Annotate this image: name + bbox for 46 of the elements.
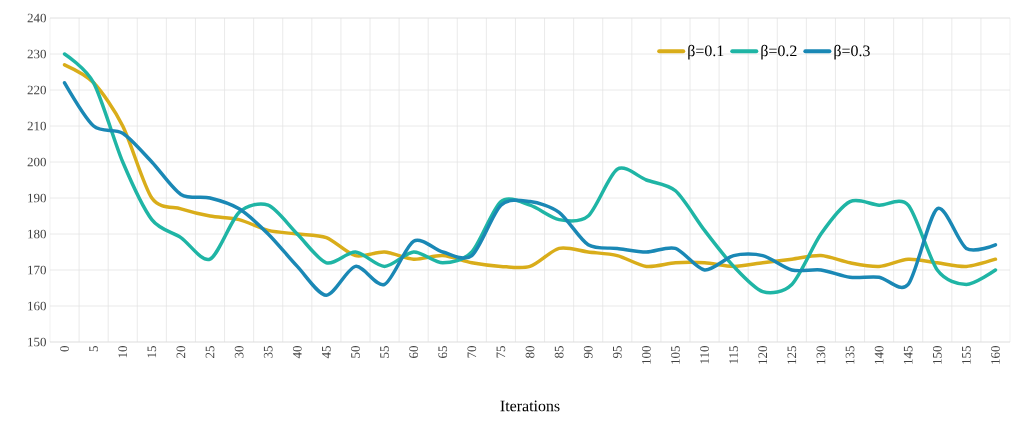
x-tick-label: 115 bbox=[729, 346, 738, 364]
x-tick-label: 100 bbox=[642, 346, 651, 364]
x-tick-label: 0 bbox=[60, 346, 69, 352]
x-tick-label: 155 bbox=[962, 346, 971, 364]
x-tick-label: 110 bbox=[700, 346, 709, 364]
x-tick-label: 35 bbox=[263, 346, 273, 358]
x-tick-label: 65 bbox=[438, 346, 448, 358]
y-tick-label: 210 bbox=[27, 121, 46, 131]
legend-label: β=0.1 bbox=[688, 44, 724, 60]
x-tick-label: 95 bbox=[612, 346, 622, 359]
x-tick-label: 80 bbox=[525, 346, 535, 358]
y-tick-label: 200 bbox=[27, 157, 46, 167]
x-tick-label: 60 bbox=[409, 346, 419, 358]
legend-label: β=0.2 bbox=[761, 44, 797, 60]
legend-label: β=0.3 bbox=[834, 44, 870, 60]
y-tick-label: 170 bbox=[28, 265, 46, 275]
x-tick-label: 10 bbox=[118, 346, 128, 358]
x-tick-label: 5 bbox=[89, 346, 98, 352]
x-tick-label: 40 bbox=[292, 346, 302, 359]
x-tick-label: 85 bbox=[554, 346, 564, 358]
x-tick-label: 130 bbox=[816, 346, 826, 364]
x-tick-label: 50 bbox=[351, 346, 360, 358]
x-tick-label: 70 bbox=[467, 346, 477, 358]
x-axis-title: Iterations bbox=[500, 400, 560, 412]
y-tick-label: 230 bbox=[27, 49, 46, 59]
y-tick-label: 190 bbox=[28, 193, 46, 203]
x-tick-label: 105 bbox=[671, 346, 680, 364]
x-tick-label: 90 bbox=[583, 346, 593, 359]
x-tick-label: 75 bbox=[496, 346, 506, 358]
x-tick-label: 15 bbox=[147, 346, 157, 358]
x-tick-label: 160 bbox=[991, 346, 1000, 364]
y-tick-label: 180 bbox=[28, 229, 46, 239]
x-tick-label: 45 bbox=[322, 346, 331, 359]
x-tick-label: 25 bbox=[205, 346, 215, 358]
x-tick-label: 145 bbox=[903, 346, 913, 364]
x-tick-label: 30 bbox=[234, 346, 244, 358]
x-tick-label: 135 bbox=[845, 346, 855, 364]
y-tick-label: 240 bbox=[27, 13, 46, 23]
x-tick-label: 125 bbox=[787, 346, 797, 364]
y-tick-label: 160 bbox=[28, 301, 46, 311]
x-tick-label: 120 bbox=[758, 346, 768, 364]
x-tick-label: 55 bbox=[380, 346, 389, 358]
y-tick-label: 220 bbox=[27, 85, 46, 95]
x-tick-label: 140 bbox=[874, 346, 884, 364]
x-tick-label: 150 bbox=[932, 346, 942, 364]
x-tick-label: 20 bbox=[176, 346, 186, 358]
